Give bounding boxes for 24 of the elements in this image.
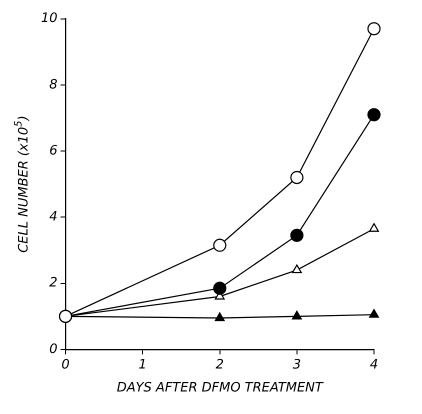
y-tick-label: 4 <box>49 210 58 225</box>
point <box>367 108 381 122</box>
point <box>367 22 381 36</box>
y-tick-label: 8 <box>49 77 58 92</box>
point <box>214 312 225 322</box>
x-tick-label: 0 <box>61 358 70 373</box>
point <box>290 170 304 184</box>
point <box>213 238 226 252</box>
y-tick-label: 0 <box>49 342 58 357</box>
point <box>369 309 379 318</box>
y-tick-label: 10 <box>40 11 58 26</box>
y-tick-label: 2 <box>49 276 58 291</box>
y-tick-label: 6 <box>49 143 58 158</box>
point <box>292 264 302 274</box>
x-tick-label: 1 <box>138 358 147 373</box>
y-axis-title: CELL NUMBER (x105) <box>14 115 32 253</box>
x-tick-label: 3 <box>292 358 302 373</box>
x-tick-label: 2 <box>216 358 224 373</box>
point <box>213 282 226 295</box>
x-tick-label: 4 <box>370 358 378 373</box>
x-axis-title: DAYS AFTER DFMO TREATMENT <box>116 380 324 396</box>
point <box>290 228 304 242</box>
point <box>292 310 302 320</box>
point <box>369 223 379 232</box>
